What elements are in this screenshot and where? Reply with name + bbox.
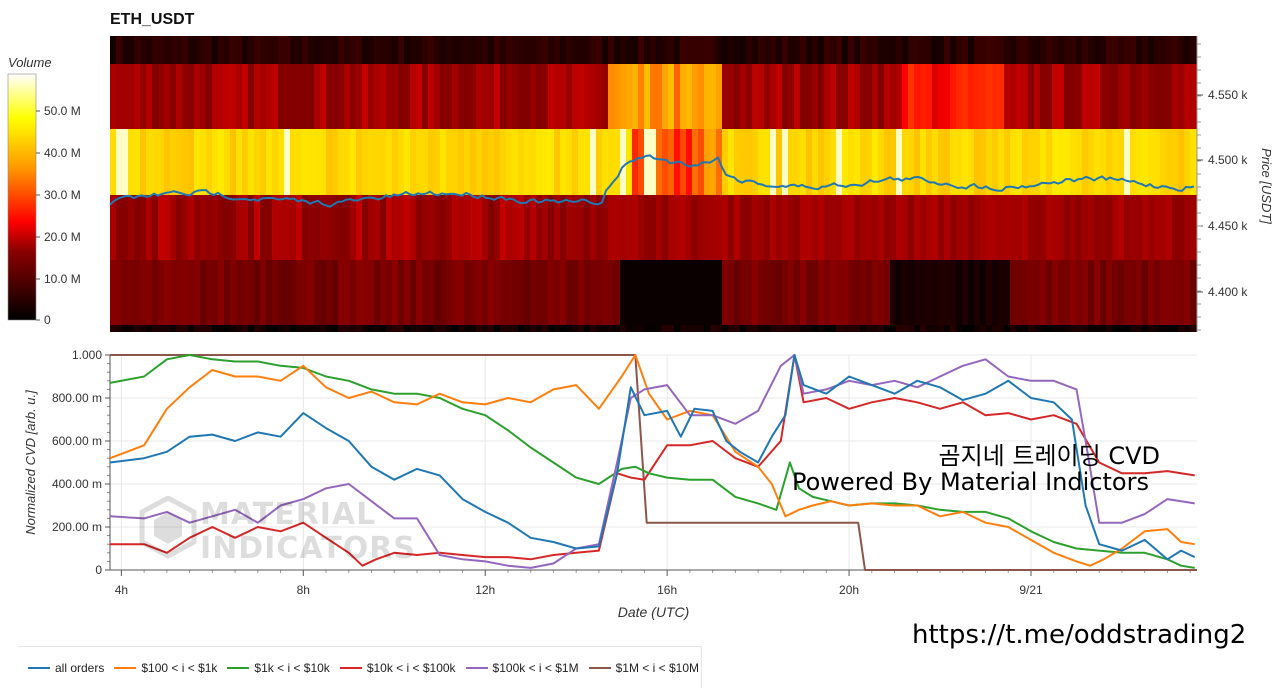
price-tick-label: 4.450 k [1208, 219, 1248, 233]
series-line-3 [110, 354, 1195, 567]
legend-label: $1M < i < $10M [615, 660, 699, 675]
legend-item-1[interactable]: $100 < i < $1k [114, 661, 217, 675]
y-tick-label: 1.000 [72, 348, 102, 362]
legend-item-4[interactable]: $100k < i < $1M [465, 660, 579, 675]
y-tick-label: 800.00 m [52, 391, 102, 405]
price-axis-label: Price [USDT] [1259, 148, 1274, 224]
volume-colorbar: Volume 0 10.0 M 20.0 M 30.0 M 40.0 M 50.0 M [7, 55, 81, 327]
legend-item-5[interactable]: $1M < i < $10M [588, 660, 699, 675]
y-axis-label: Normalized CVD [arb. u.] [23, 390, 38, 535]
material-indicators-watermark: MATERIAL INDICATORS [138, 495, 415, 572]
price-axis: Price [USDT] 4.400 k 4.450 k 4.500 k 4.550 … [1196, 36, 1274, 332]
price-line [109, 154, 1195, 208]
legend-swatch [114, 666, 137, 669]
legend-item-2[interactable]: $1k < i < $10k [227, 660, 330, 675]
y-tick-label: 600.00 m [52, 434, 102, 448]
material-indicators-watermark-text: MATERIAL INDICATORS [200, 497, 416, 566]
colorbar-tick-label: 0 [44, 313, 51, 327]
price-tick-label: 4.550 k [1208, 88, 1248, 102]
chart-title: ETH_USDT [110, 11, 195, 28]
legend-label: all orders [55, 660, 105, 675]
y-tick-label: 400.00 m [52, 477, 102, 491]
watermark-line-2: Powered By Material Indictors [792, 468, 1149, 496]
legend-item-0[interactable]: all orders [28, 661, 104, 675]
colorbar-gradient [7, 73, 37, 321]
legend-swatch [339, 666, 362, 669]
price-tick-label: 4.500 k [1208, 153, 1248, 167]
series-line-2 [109, 354, 1195, 569]
legend-label: $1k < i < $10k [254, 660, 330, 675]
series-line-1 [109, 354, 1195, 567]
series-line-4 [109, 354, 1195, 569]
x-tick-label: 12h [475, 583, 495, 597]
legend-swatch [28, 666, 50, 669]
watermark-line-1: 곰지네 트레이딩 CVD [938, 442, 1160, 470]
colorbar-title: Volume [8, 55, 52, 70]
colorbar-tick-label: 50.0 M [44, 104, 81, 118]
legend-item-3[interactable]: $10k < i < $100k [339, 660, 456, 675]
x-tick-label: 8h [297, 583, 310, 597]
legend-label: $100 < i < $1k [141, 660, 218, 675]
legend-swatch [227, 666, 250, 669]
y-tick-label: 200.00 m [52, 520, 102, 534]
colorbar-tick-label: 40.0 M [44, 146, 81, 160]
legend-swatch [588, 666, 611, 669]
price-volume-heatmap [110, 36, 1197, 332]
x-tick-label: 20h [839, 583, 859, 597]
legend-swatch [465, 666, 488, 669]
series-line-5 [110, 354, 1197, 571]
telegram-link[interactable]: https://t.me/oddstrading2 [912, 620, 1247, 650]
cvd-plot: 0 200.00 m 400.00 m 600.00 m 800.00 m 1.000 4h… [23, 348, 1197, 620]
y-tick-label: 0 [95, 563, 102, 577]
colorbar-tick-label: 20.0 M [44, 230, 81, 244]
chart-legend: all orders $100 < i < $1k $1k < i < $10k $1… [18, 646, 702, 688]
x-tick-label: 16h [657, 583, 677, 597]
series-line-0 [109, 354, 1196, 561]
price-tick-label: 4.400 k [1208, 285, 1248, 299]
colorbar-tick-label: 10.0 M [44, 272, 81, 286]
colorbar-tick-label: 30.0 M [44, 188, 81, 202]
x-tick-label: 4h [115, 583, 128, 597]
x-axis-label: Date (UTC) [618, 604, 690, 620]
material-indicators-logo-icon [139, 495, 197, 559]
legend-label: $100k < i < $1M [492, 660, 579, 675]
x-tick-label: 9/21 [1019, 583, 1043, 597]
legend-label: $10k < i < $100k [366, 660, 456, 675]
